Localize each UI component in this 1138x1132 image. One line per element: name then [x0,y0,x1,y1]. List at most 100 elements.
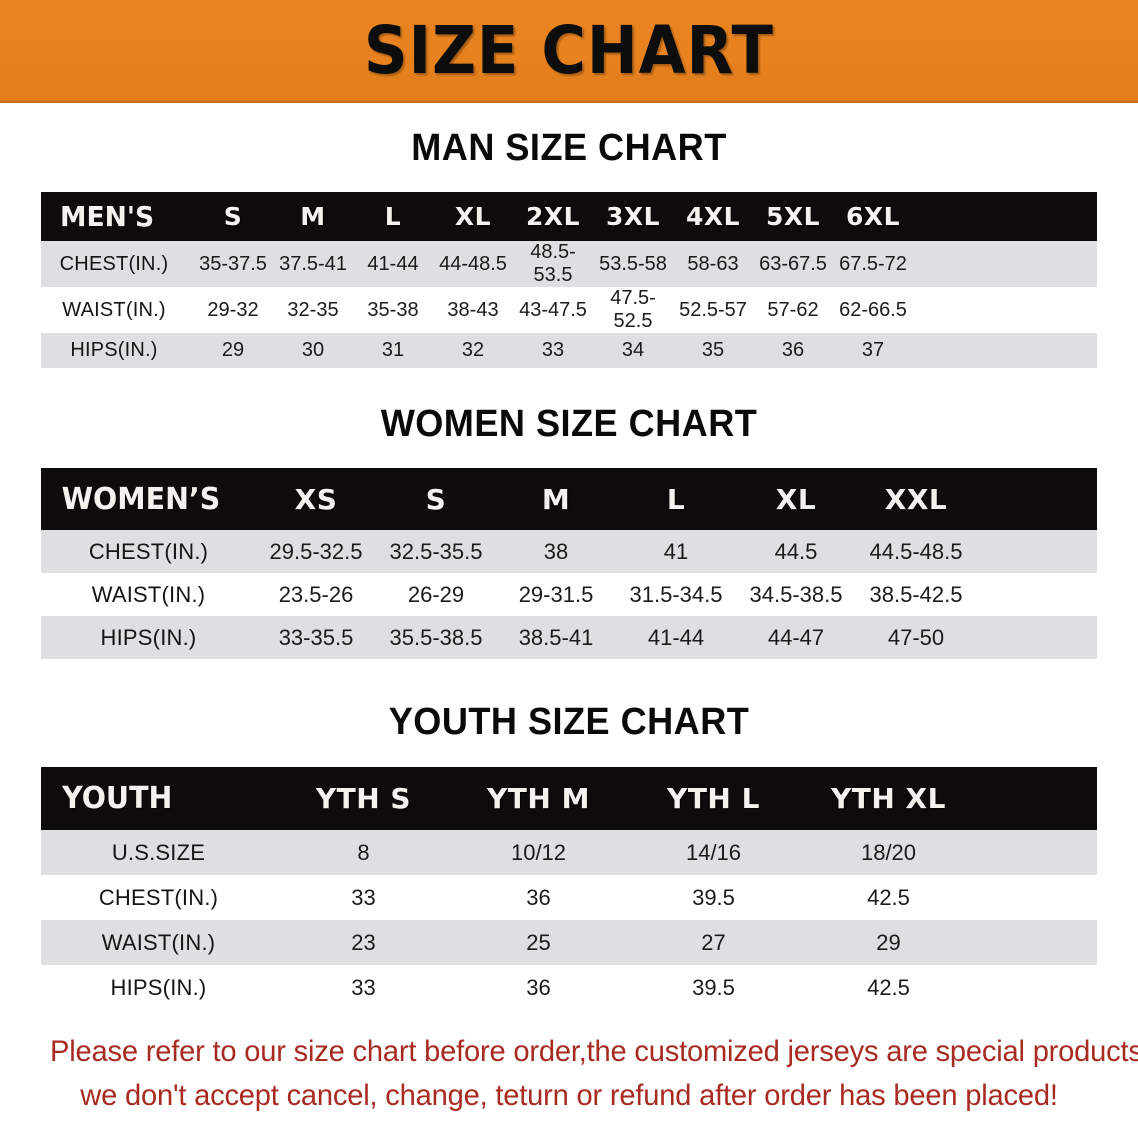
section-title-man: MAN SIZE CHART [411,127,727,169]
man-cell-r1-c2: 37.5-41 [279,252,347,275]
man-size-table: MEN'S S M L XL 2XL 3XL 4XL 5XL 6XL CHEST(IN.) 35-3… [41,192,1097,368]
youth-cell-r1-c2: 10/12 [510,839,567,865]
youth-row-label-1: U.S.SIZE [111,839,206,865]
women-column-header-4: L [666,482,686,516]
women-cell-r2-c6: 38.5-42.5 [869,581,963,607]
man-column-header-2: M [300,202,326,231]
women-cell-r2-c2: 26-29 [407,581,465,607]
youth-corner-label: YOUTH [62,781,173,816]
man-cell-r1-c3: 41-44 [367,252,419,275]
youth-cell-r4-c2: 36 [526,974,551,1000]
women-row-label-1: CHEST(IN.) [88,538,209,564]
women-cell-r3-c3: 38.5-41 [518,624,594,650]
youth-table-header: YOUTH YTH S YTH M YTH L YTH XL [41,767,1097,830]
women-column-header-5: XL [775,482,817,516]
women-cell-r3-c4: 41-44 [647,624,705,650]
disclaimer-line-1: Please refer to our size chart before or… [50,1035,1138,1068]
youth-column-header-4: YTH XL [831,782,946,815]
women-size-table-wrap: WOMEN’S XS S M L XL XXL CHEST(IN.) 29.5-32.5 32.… [41,468,1097,659]
youth-row-label-4: HIPS(IN.) [110,974,207,1000]
women-corner-label: WOMEN’S [61,481,221,517]
youth-cell-r2-c2: 36 [526,884,551,910]
youth-cell-r2-c3: 39.5 [692,884,735,910]
man-row-spacer [913,333,1097,368]
man-cell-r2-c3: 35-38 [367,298,419,321]
youth-header-spacer [976,767,1097,830]
women-header-row: WOMEN’S XS S M L XL XXL [41,468,1097,530]
women-cell-r1-c6: 44.5-48.5 [869,538,963,564]
man-column-header-9: 6XL [845,202,901,231]
table-row: HIPS(IN.) 29 30 31 32 33 34 35 36 37 [41,333,1097,368]
women-cell-r3-c5: 44-47 [767,624,825,650]
women-header-spacer [976,468,1097,530]
women-cell-r1-c4: 41 [663,538,689,564]
man-cell-r2-c1: 29-32 [207,298,259,321]
youth-column-header-1: YTH S [315,782,412,815]
youth-cell-r3-c1: 23 [351,929,376,955]
women-table-header: WOMEN’S XS S M L XL XXL [41,468,1097,530]
youth-cell-r4-c1: 33 [351,974,376,1000]
man-row-spacer [913,241,1097,287]
youth-column-header-3: YTH L [667,782,760,815]
man-corner-label: MEN'S [60,200,155,233]
man-column-header-8: 5XL [765,202,821,231]
youth-table-body: U.S.SIZE 8 10/12 14/16 18/20 CHEST(IN.) 33 36 39… [41,830,1097,1010]
youth-cell-r4-c4: 42.5 [867,974,910,1000]
man-cell-r1-c1: 35-37.5 [199,252,267,275]
disclaimer-line-2: we don't accept cancel, change, teturn o… [80,1078,1058,1112]
table-row: HIPS(IN.) 33 36 39.5 42.5 [41,965,1097,1010]
man-cell-r2-c7: 52.5-57 [679,298,747,321]
man-row-spacer [913,287,1097,333]
section-title-women: WOMEN SIZE CHART [380,403,758,445]
man-cell-r2-c6: 47.5-52.5 [610,287,656,332]
women-column-header-2: S [425,482,447,516]
women-cell-r2-c5: 34.5-38.5 [749,581,843,607]
women-row-spacer [976,616,1097,659]
man-header-row: MEN'S S M L XL 2XL 3XL 4XL 5XL 6XL [41,192,1097,241]
women-cell-r3-c6: 47-50 [887,624,945,650]
youth-row-spacer [976,965,1097,1010]
youth-size-table-wrap: YOUTH YTH S YTH M YTH L YTH XL U.S.SIZE 8 10/1… [41,767,1097,1010]
man-cell-r3-c3: 31 [381,339,405,361]
table-row: HIPS(IN.) 33-35.5 35.5-38.5 38.5-41 41-44 44-… [41,616,1097,659]
man-cell-r2-c8: 57-62 [767,298,819,321]
man-cell-r2-c9: 62-66.5 [839,298,907,321]
women-row-label-2: WAIST(IN.) [91,581,206,607]
women-row-spacer [976,530,1097,573]
table-row: CHEST(IN.) 29.5-32.5 32.5-35.5 38 41 44.5 44.5… [41,530,1097,573]
women-cell-r2-c3: 29-31.5 [518,581,594,607]
women-cell-r2-c1: 23.5-26 [278,581,354,607]
man-column-header-5: 2XL [525,202,581,231]
man-cell-r2-c4: 38-43 [447,298,499,321]
man-cell-r3-c5: 33 [541,339,565,361]
women-column-header-1: XS [294,482,338,516]
youth-row-spacer [976,830,1097,875]
table-row: WAIST(IN.) 23.5-26 26-29 29-31.5 31.5-34.5 34… [41,573,1097,616]
women-cell-r1-c3: 38 [543,538,569,564]
table-row: WAIST(IN.) 29-32 32-35 35-38 38-43 43-47.5 47.… [41,287,1097,333]
man-size-table-wrap: MEN'S S M L XL 2XL 3XL 4XL 5XL 6XL CHEST(IN.) 35-3… [41,192,1097,368]
women-cell-r1-c5: 44.5 [774,538,818,564]
youth-column-header-2: YTH M [487,782,590,815]
man-column-header-7: 4XL [685,202,741,231]
youth-cell-r3-c3: 27 [701,929,726,955]
man-cell-r2-c2: 32-35 [287,298,339,321]
man-cell-r3-c9: 37 [861,339,885,361]
table-row: CHEST(IN.) 35-37.5 37.5-41 41-44 44-48.5 48.5… [41,241,1097,287]
man-row-label-2: WAIST(IN.) [62,298,166,321]
man-cell-r1-c4: 44-48.5 [439,252,507,275]
man-cell-r3-c8: 36 [781,339,805,361]
youth-cell-r1-c1: 8 [357,839,370,865]
man-cell-r2-c5: 43-47.5 [519,298,587,321]
man-column-header-3: L [384,202,402,231]
women-column-header-6: XXL [884,482,948,516]
youth-cell-r4-c3: 39.5 [692,974,735,1000]
man-row-label-1: CHEST(IN.) [59,252,169,275]
youth-cell-r1-c3: 14/16 [685,839,742,865]
women-cell-r3-c1: 33-35.5 [278,624,354,650]
man-cell-r1-c7: 58-63 [687,252,739,275]
women-row-spacer [976,573,1097,616]
man-cell-r1-c8: 63-67.5 [759,252,827,275]
man-cell-r1-c5: 48.5-53.5 [530,241,576,286]
